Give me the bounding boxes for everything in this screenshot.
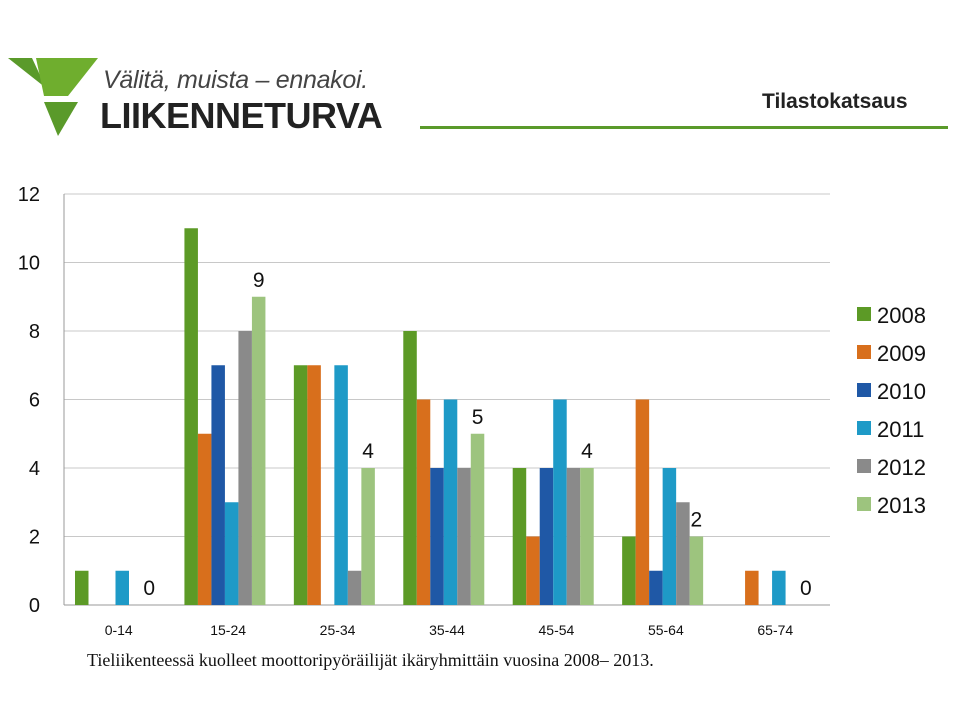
bar-2011-45-54 xyxy=(553,399,567,605)
bar-2008-35-44 xyxy=(403,331,417,605)
bar-2011-65-74 xyxy=(772,570,786,605)
page-title: Tilastokatsaus xyxy=(762,90,908,113)
bar-2013-35-44 xyxy=(470,433,485,605)
y-tick-label: 0 xyxy=(29,595,40,617)
data-label: 2 xyxy=(691,509,703,532)
data-label: 0 xyxy=(143,577,155,600)
bar-2010-15-24 xyxy=(211,365,225,605)
bar-2008-0-14 xyxy=(75,570,89,605)
bar-2011-15-24 xyxy=(224,502,239,605)
y-tick-label: 12 xyxy=(18,184,40,206)
y-tick-label: 8 xyxy=(29,321,40,343)
bar-2013-25-34 xyxy=(361,468,375,605)
legend-label-2012: 2012 xyxy=(877,455,926,480)
bar-2010-45-54 xyxy=(539,468,554,605)
bars xyxy=(75,228,786,605)
chart-caption: Tieliikenteessä kuolleet moottoripyöräil… xyxy=(87,650,654,670)
bar-2012-45-54 xyxy=(566,468,581,605)
data-label: 4 xyxy=(581,440,593,463)
header-divider xyxy=(420,126,948,129)
bar-2012-25-34 xyxy=(347,570,362,605)
x-tick-label: 65-74 xyxy=(757,622,793,638)
brand-name: LIIKENNETURVA xyxy=(100,95,383,136)
bar-2009-45-54 xyxy=(526,536,540,605)
legend-label-2010: 2010 xyxy=(877,379,926,404)
legend-swatch-2010 xyxy=(857,383,871,397)
bar-2010-55-64 xyxy=(649,570,663,605)
bar-2011-25-34 xyxy=(334,365,348,605)
bar-2008-15-24 xyxy=(184,228,198,605)
legend-label-2011: 2011 xyxy=(877,417,924,442)
bar-2013-15-24 xyxy=(251,296,266,605)
x-tick-label: 35-44 xyxy=(429,622,465,638)
y-tick-label: 2 xyxy=(29,527,40,549)
legend-label-2013: 2013 xyxy=(877,493,926,518)
liikenneturva-logo-icon xyxy=(8,58,98,136)
data-label: 4 xyxy=(362,440,374,463)
x-axis-ticks: 0-14 15-24 25-34 35-44 45-54 55-64 65-74 xyxy=(105,622,794,638)
bar-2009-15-24 xyxy=(197,433,212,605)
bar-2008-55-64 xyxy=(622,536,636,605)
y-tick-label: 10 xyxy=(18,253,40,275)
legend-label-2009: 2009 xyxy=(877,341,926,366)
legend-label-2008: 2008 xyxy=(877,303,926,328)
y-axis-ticks: 0 2 4 6 8 10 12 xyxy=(18,184,40,617)
data-label: 9 xyxy=(253,269,265,292)
bar-2011-0-14 xyxy=(115,570,129,605)
legend-swatch-2008 xyxy=(857,307,871,321)
bar-2009-25-34 xyxy=(307,365,321,605)
data-labels: 0 9 4 5 4 2 0 xyxy=(143,269,811,600)
y-tick-label: 4 xyxy=(29,458,40,480)
bar-2008-45-54 xyxy=(512,468,527,605)
bar-2011-35-44 xyxy=(443,399,458,605)
bar-2012-55-64 xyxy=(676,502,690,605)
legend-swatch-2009 xyxy=(857,345,871,359)
bar-2010-35-44 xyxy=(430,468,444,605)
x-tick-label: 55-64 xyxy=(648,622,684,638)
slogan: Välitä, muista – ennakoi. xyxy=(103,66,368,94)
bar-2013-45-54 xyxy=(580,468,594,605)
x-tick-label: 15-24 xyxy=(210,622,246,638)
data-label: 5 xyxy=(472,406,484,429)
bar-2011-55-64 xyxy=(662,468,677,605)
bar-2008-25-34 xyxy=(293,365,308,605)
data-label: 0 xyxy=(800,577,812,600)
legend-swatch-2013 xyxy=(857,497,871,511)
x-tick-label: 25-34 xyxy=(320,622,356,638)
legend: 2008 2009 2010 2011 2012 2013 xyxy=(857,303,926,518)
x-tick-label: 0-14 xyxy=(105,622,133,638)
legend-swatch-2012 xyxy=(857,459,871,473)
bar-2009-65-74 xyxy=(745,570,759,605)
legend-swatch-2011 xyxy=(857,421,871,435)
bar-2012-35-44 xyxy=(457,468,471,605)
bar-2009-55-64 xyxy=(635,399,650,605)
bar-2012-15-24 xyxy=(238,331,252,605)
bar-2009-35-44 xyxy=(416,399,431,605)
y-tick-label: 6 xyxy=(29,390,40,412)
bar-2013-55-64 xyxy=(689,536,704,605)
x-tick-label: 45-54 xyxy=(539,622,575,638)
